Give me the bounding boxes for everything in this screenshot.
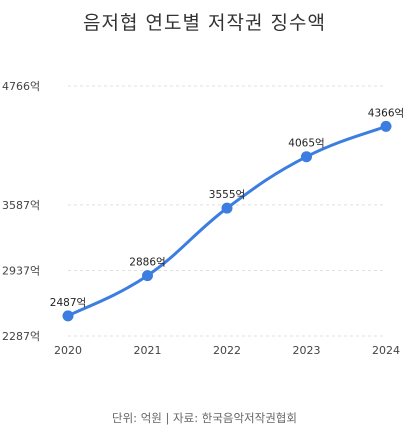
series-line: [66, 124, 388, 318]
data-labels: 2487억 2886억 3555억 4065억 4366억: [50, 107, 404, 308]
x-axis: 2020 2021 2022 2023 2024: [54, 344, 400, 357]
x-tick-label: 2024: [372, 344, 400, 357]
y-tick-label: 2287억: [2, 330, 40, 343]
data-label: 3555억: [209, 189, 245, 201]
data-label: 4366억: [368, 107, 404, 119]
x-tick-label: 2020: [54, 344, 82, 357]
data-points: [62, 120, 392, 322]
data-point: [221, 202, 233, 214]
x-tick-label: 2021: [134, 344, 162, 357]
data-point: [301, 151, 312, 163]
data-point: [62, 310, 74, 322]
chart-footer: 단위: 억원 | 자료: 한국음악저작권협회: [112, 411, 297, 425]
data-label: 2487억: [50, 297, 86, 309]
data-point: [380, 120, 392, 132]
y-tick-label: 3587억: [2, 199, 40, 212]
chart-title: 음저협 연도별 저작권 징수액: [83, 12, 326, 34]
y-tick-label: 2937억: [2, 264, 40, 277]
y-tick-label: 4766억: [2, 80, 40, 93]
data-label: 4065억: [288, 138, 324, 150]
x-tick-label: 2022: [213, 344, 241, 357]
grid-layer: [68, 85, 386, 337]
data-point: [142, 270, 153, 282]
data-label: 2886억: [129, 257, 165, 269]
x-tick-label: 2023: [293, 344, 321, 357]
y-axis: 2287억 2937억 3587억 4766억: [2, 80, 40, 343]
